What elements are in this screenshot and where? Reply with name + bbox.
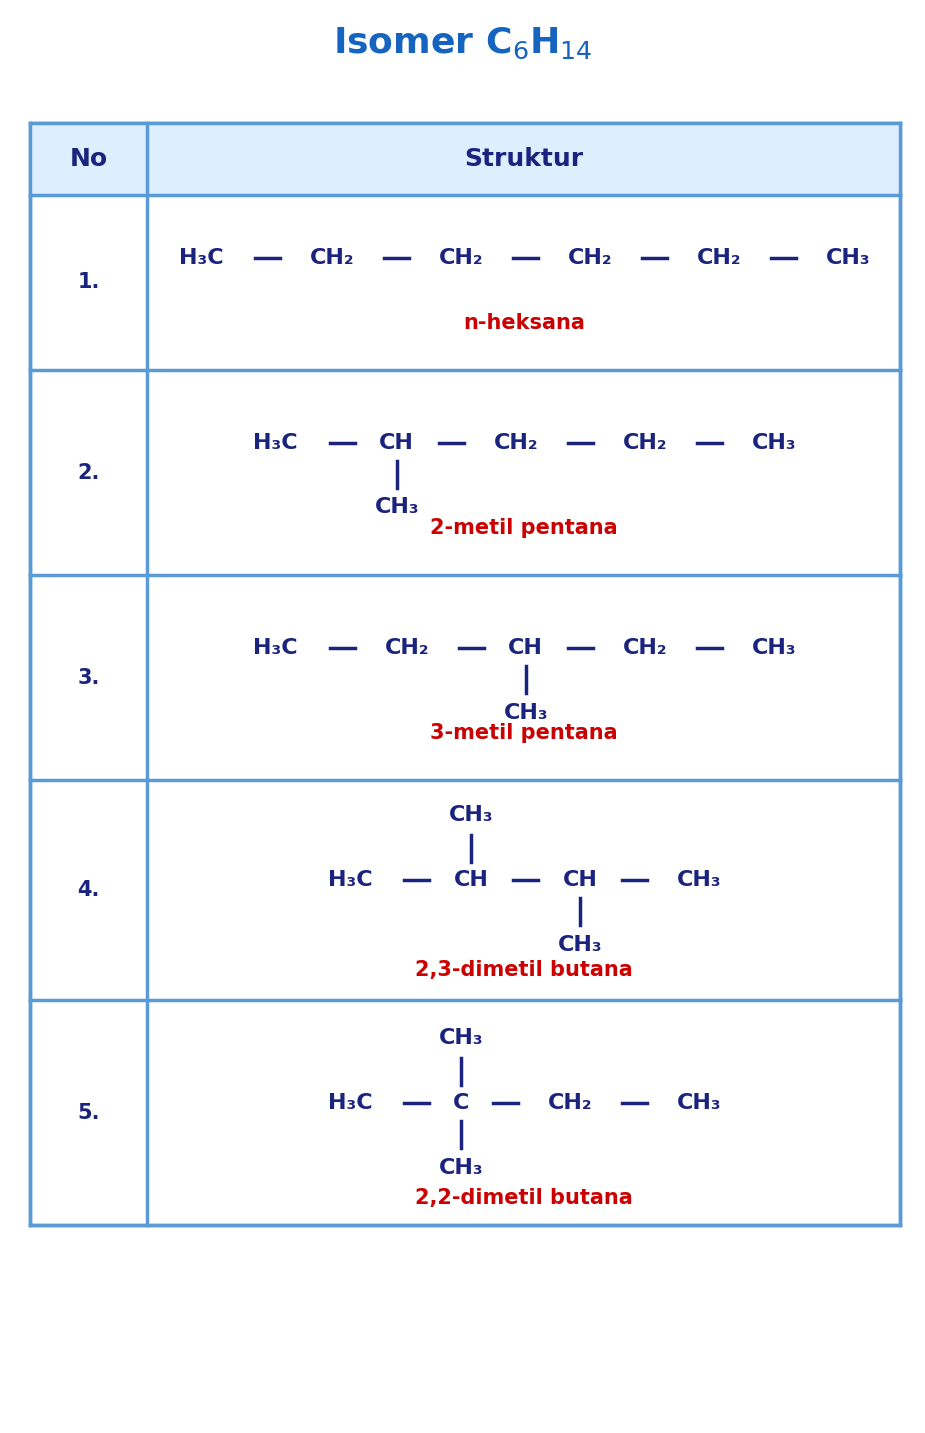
Bar (30, 123, 900, 195)
Text: CH₃: CH₃ (503, 702, 548, 722)
Text: H₃C: H₃C (253, 638, 298, 658)
Text: CH₂: CH₂ (548, 1092, 593, 1112)
Text: CH₂: CH₂ (623, 433, 667, 453)
Text: C: C (453, 1092, 469, 1112)
Text: CH₂: CH₂ (623, 638, 667, 658)
Text: CH: CH (454, 870, 488, 890)
Text: 2-metil pentana: 2-metil pentana (430, 517, 618, 537)
Text: CH₂: CH₂ (438, 248, 484, 268)
Text: No: No (69, 148, 108, 171)
Bar (30, 123, 900, 1225)
Text: CH₃: CH₃ (826, 248, 870, 268)
Text: CH: CH (562, 870, 598, 890)
Text: CH₃: CH₃ (751, 638, 796, 658)
Text: 3.: 3. (78, 668, 100, 688)
Text: H₃C: H₃C (253, 433, 298, 453)
Text: CH₃: CH₃ (438, 1027, 484, 1048)
Text: 2.: 2. (78, 463, 100, 483)
Text: H₃C: H₃C (327, 870, 373, 890)
Text: CH: CH (379, 433, 414, 453)
Text: CH₂: CH₂ (568, 248, 612, 268)
Text: CH₂: CH₂ (493, 433, 538, 453)
Text: 2,3-dimetil butana: 2,3-dimetil butana (414, 960, 633, 980)
Text: 3-metil pentana: 3-metil pentana (430, 722, 618, 742)
Text: 2,2-dimetil butana: 2,2-dimetil butana (414, 1188, 633, 1208)
Text: Struktur: Struktur (464, 148, 584, 171)
Text: CH₃: CH₃ (375, 497, 419, 517)
Text: CH₃: CH₃ (677, 870, 722, 890)
Text: 5.: 5. (78, 1102, 100, 1122)
Text: CH₃: CH₃ (558, 934, 602, 954)
Text: CH₃: CH₃ (449, 805, 494, 825)
Text: n-heksana: n-heksana (462, 312, 585, 332)
Text: CH₃: CH₃ (438, 1158, 484, 1178)
Text: Isomer C$_6$H$_{14}$: Isomer C$_6$H$_{14}$ (333, 26, 592, 60)
Text: CH₂: CH₂ (310, 248, 354, 268)
Text: CH₃: CH₃ (677, 1092, 722, 1112)
Text: 1.: 1. (78, 272, 100, 292)
Text: CH₃: CH₃ (751, 433, 796, 453)
Text: CH₂: CH₂ (385, 638, 429, 658)
Text: H₃C: H₃C (327, 1092, 373, 1112)
Text: CH₂: CH₂ (697, 248, 742, 268)
Text: 4.: 4. (78, 880, 100, 900)
Text: H₃C: H₃C (179, 248, 224, 268)
Text: CH: CH (509, 638, 543, 658)
